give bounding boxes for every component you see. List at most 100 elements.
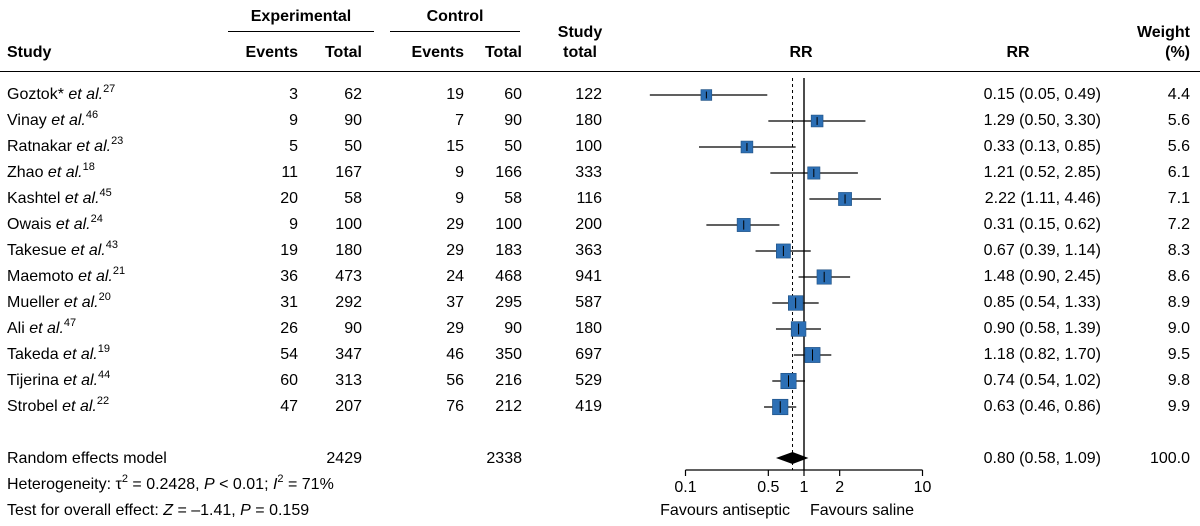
study-total: 587 — [575, 294, 602, 311]
ctl-events: 29 — [446, 320, 464, 337]
heterogeneity-text: Heterogeneity: τ2 = 0.2428, P < 0.01; I2… — [7, 472, 334, 493]
ctl-total: 350 — [495, 346, 522, 363]
weight: 4.4 — [1167, 86, 1190, 103]
exp-events: 9 — [289, 112, 298, 129]
header-control: Control — [426, 8, 484, 25]
rr-ci: 1.18 (0.82, 1.70) — [983, 346, 1101, 363]
exp-total: 90 — [344, 320, 362, 337]
summary-label: Random effects model — [7, 450, 167, 467]
ctl-total: 60 — [504, 86, 522, 103]
ctl-events: 29 — [446, 216, 464, 233]
weight: 8.3 — [1167, 242, 1190, 259]
weight: 9.0 — [1167, 320, 1190, 337]
study-name: Ali et al.47 — [7, 316, 77, 337]
header-weight-1: Weight — [1136, 24, 1190, 41]
study-total: 116 — [576, 190, 602, 207]
ctl-events: 76 — [446, 398, 464, 415]
exp-events: 31 — [280, 294, 298, 311]
header-weight-2: (%) — [1165, 44, 1190, 61]
study-name: Takeda et al.19 — [7, 342, 110, 363]
study-name: Goztok* et al.27 — [7, 82, 116, 103]
exp-total: 473 — [335, 268, 362, 285]
study-name: Vinay et al.46 — [7, 108, 99, 129]
pooled-diamond — [775, 452, 809, 464]
ctl-events: 29 — [446, 242, 464, 259]
exp-events: 3 — [289, 86, 298, 103]
exp-total: 62 — [344, 86, 362, 103]
exp-total: 347 — [335, 346, 362, 363]
weight: 7.2 — [1167, 216, 1190, 233]
weight: 5.6 — [1167, 138, 1190, 155]
x-tick-label: 2 — [835, 479, 844, 496]
rr-ci: 0.85 (0.54, 1.33) — [983, 294, 1101, 311]
header-experimental-rule — [228, 31, 374, 32]
ctl-total: 50 — [504, 138, 522, 155]
rr-ci: 2.22 (1.11, 4.46) — [984, 190, 1101, 207]
ctl-total: 166 — [495, 164, 522, 181]
rr-ci: 0.90 (0.58, 1.39) — [983, 320, 1101, 337]
ctl-events: 37 — [446, 294, 464, 311]
overall-effect-text: Test for overall effect: Z = –1.41, P = … — [7, 502, 310, 519]
study-total: 941 — [575, 268, 602, 285]
exp-events: 9 — [289, 216, 298, 233]
exp-total: 58 — [344, 190, 362, 207]
weight: 9.5 — [1167, 346, 1190, 363]
study-total: 363 — [575, 242, 602, 259]
exp-total: 180 — [335, 242, 362, 259]
ctl-events: 7 — [455, 112, 464, 129]
exp-total: 207 — [335, 398, 362, 415]
study-total: 122 — [575, 86, 602, 103]
x-tick-label: 0.1 — [674, 479, 696, 496]
rr-ci: 0.74 (0.54, 1.02) — [983, 372, 1101, 389]
exp-total: 100 — [335, 216, 362, 233]
rr-ci: 0.33 (0.13, 0.85) — [983, 138, 1101, 155]
header-ctl-events: Events — [411, 44, 464, 61]
exp-events: 19 — [280, 242, 298, 259]
exp-total: 50 — [344, 138, 362, 155]
exp-events: 36 — [280, 268, 298, 285]
summary-exp-total: 2429 — [326, 450, 362, 467]
header-exp-events: Events — [245, 44, 298, 61]
header-experimental: Experimental — [250, 8, 352, 25]
header-study-total-1: Study — [557, 24, 603, 41]
study-total: 333 — [575, 164, 602, 181]
weight: 5.6 — [1167, 112, 1190, 129]
rr-ci: 0.15 (0.05, 0.49) — [983, 86, 1101, 103]
rr-ci: 0.63 (0.46, 0.86) — [983, 398, 1101, 415]
weight: 8.9 — [1167, 294, 1190, 311]
header-control-rule — [390, 31, 520, 32]
study-total: 180 — [575, 112, 602, 129]
x-tick-label: 0.5 — [757, 479, 779, 496]
rr-ci: 0.67 (0.39, 1.14) — [983, 242, 1101, 259]
exp-events: 11 — [281, 164, 298, 181]
study-name: Kashtel et al.45 — [7, 186, 112, 207]
exp-events: 54 — [280, 346, 298, 363]
ctl-total: 100 — [495, 216, 522, 233]
ctl-total: 468 — [495, 268, 522, 285]
ctl-total: 58 — [504, 190, 522, 207]
study-name: Strobel et al.22 — [7, 394, 110, 415]
exp-events: 47 — [280, 398, 298, 415]
ctl-total: 295 — [495, 294, 522, 311]
ctl-events: 24 — [446, 268, 464, 285]
weight: 7.1 — [1167, 190, 1190, 207]
study-total: 100 — [575, 138, 602, 155]
header-study: Study — [7, 44, 52, 61]
weight: 6.1 — [1167, 164, 1190, 181]
weight: 9.9 — [1167, 398, 1190, 415]
exp-events: 60 — [280, 372, 298, 389]
header-ctl-total: Total — [484, 44, 522, 61]
ctl-total: 90 — [504, 320, 522, 337]
rr-ci: 1.21 (0.52, 2.85) — [983, 164, 1101, 181]
ctl-total: 90 — [504, 112, 522, 129]
study-total: 200 — [575, 216, 602, 233]
favours-left-label: Favours antiseptic — [660, 502, 790, 519]
study-total: 529 — [575, 372, 602, 389]
study-total: 419 — [575, 398, 602, 415]
exp-total: 90 — [344, 112, 362, 129]
summary-weight: 100.0 — [1149, 450, 1190, 467]
exp-events: 20 — [280, 190, 298, 207]
header-bottom-rule — [0, 71, 1200, 72]
ctl-events: 56 — [446, 372, 464, 389]
